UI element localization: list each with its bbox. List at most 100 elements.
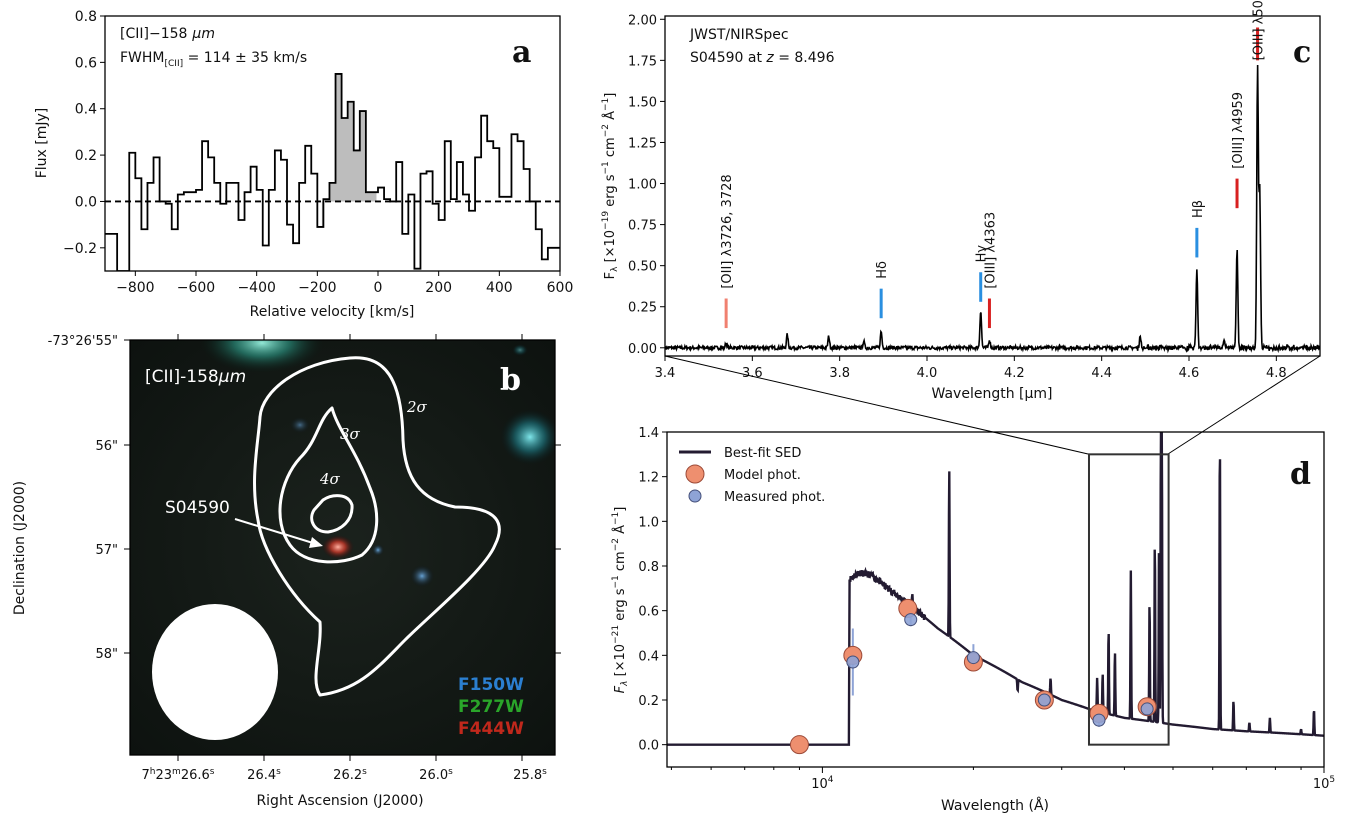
panel-c-frame: [664, 15, 1321, 357]
panel-c-xtick-label: 4.4: [1091, 366, 1112, 381]
panel-b-ytick-0: -73°26'55": [48, 334, 118, 349]
panel-b-xtick-0: 7h23m26.6s: [142, 767, 215, 783]
panel-b-contour-2sigma: [253, 356, 501, 697]
panel-c-ylabel: Fλ [×10−19 erg s−1 cm−2 Å−1]: [601, 93, 620, 280]
panel-a-ylabel: Flux [mJy]: [34, 108, 50, 179]
panel-c-xtick-label: 4.2: [1004, 366, 1025, 381]
panel-c-xtick-label: 3.4: [655, 366, 676, 381]
panel-c-ytick-label: 1.75: [628, 54, 657, 69]
panel-a-xtick-label: 0: [374, 280, 383, 296]
panel-label-a: a: [512, 35, 531, 70]
panel-d-measured-point: [846, 655, 860, 669]
panel-d-ytick-label: 1.4: [638, 426, 659, 441]
panel-c-spectrum: [OII] λ3726, 3728 Hδ Hγ[OIII] λ4363 Hβ [OIII…: [601, 0, 1321, 402]
panel-d-measured-point: [1140, 702, 1154, 716]
panel-a-annotation-line1: [CII]−158 μm: [120, 26, 215, 42]
panel-b-ylabel: Declination (J2000): [12, 481, 28, 615]
panel-c-line-label: Hβ: [1191, 200, 1206, 218]
panel-b-ytick-2: 57": [95, 543, 118, 558]
panel-b-faint-source-2: [372, 544, 384, 556]
panel-b-bright-source-top: [200, 340, 324, 373]
panel-b-contour-label-3sigma: 3σ: [340, 425, 361, 443]
legend-model-label: Model phot.: [724, 468, 801, 483]
panel-d-frame: [666, 431, 1325, 768]
zoom-connector-left: [664, 355, 1089, 455]
panel-a-xtick-label: −800: [116, 280, 154, 296]
panel-label-c: c: [1293, 35, 1311, 70]
panel-b-image: [CII]-158μm 2σ 3σ 4σ S04590 F150W F277W …: [12, 334, 561, 809]
panel-a-xlabel: Relative velocity [km/s]: [250, 304, 415, 320]
panel-d-ytick-label: 0.4: [638, 649, 659, 664]
panel-c-ytick-label: 0.25: [628, 301, 657, 316]
panel-a-xtick-label: 600: [547, 280, 574, 296]
panel-c-line-label: [OIII] λ5007: [1252, 0, 1267, 60]
panel-d-xlabel: Wavelength (Å): [941, 797, 1049, 814]
panel-d-ytick-label: 0.6: [638, 605, 659, 620]
legend-measured-label: Measured phot.: [724, 490, 825, 505]
panel-b-image-label: [CII]-158μm: [145, 367, 246, 387]
panel-c-ytick-label: 2.00: [628, 13, 657, 28]
panel-b-source-label: S04590: [165, 498, 230, 518]
panel-c-spectrum-line: [665, 65, 1320, 354]
panel-a-xtick-label: 400: [486, 280, 513, 296]
panel-c-xtick-label: 4.6: [1179, 366, 1200, 381]
legend-sed-label: Best-fit SED: [724, 446, 801, 461]
panel-c-annotation-line2: S04590 at z = 8.496: [690, 50, 835, 66]
legend-model-swatch: [685, 464, 705, 484]
panel-d-xtick-label: 105: [1313, 775, 1335, 792]
panel-b-frame: [129, 339, 556, 756]
panel-c-line-label: Hγ: [975, 245, 990, 263]
panel-a-xtick-label: −400: [237, 280, 275, 296]
panel-c-annotation-line1: JWST/NIRSpec: [689, 27, 789, 43]
panel-c-ytick-label: 0.00: [628, 342, 657, 357]
panel-c-ytick-label: 1.50: [628, 95, 657, 110]
panel-c-ytick-label: 1.00: [628, 178, 657, 193]
panel-c-ytick-label: 1.25: [628, 136, 657, 151]
panel-a-ytick-label: 0.2: [75, 148, 97, 164]
panel-b-filter-f150w: F150W: [458, 675, 524, 695]
panel-b-faint-source-1: [410, 565, 434, 587]
panel-c-xtick-label: 4.8: [1266, 366, 1287, 381]
panel-a-spectrum: −800 −600 −400 −200 0 200 400 600 −0.2 0.0 0.2 0.4 0…: [34, 9, 573, 320]
panel-b-beam: [152, 604, 278, 740]
panel-b-ytick-3: 58": [95, 647, 118, 662]
panel-c-line-label: [OIII] λ4363: [983, 212, 998, 289]
panel-d-measured-point: [1037, 693, 1051, 707]
panel-b-xtick-3: 26.0s: [419, 767, 453, 783]
panel-c-xtick-label: 4.0: [917, 366, 938, 381]
panel-b-ytick-1: 56": [95, 439, 118, 454]
panel-d-ylabel: Fλ [×10−21 erg s−1 cm−2 Å−1]: [611, 507, 630, 694]
panel-a-frame: [104, 15, 561, 272]
panel-c-xtick-label: 3.8: [829, 366, 850, 381]
panel-a-xtick-label: −600: [177, 280, 215, 296]
panel-a-xtick-label: −200: [298, 280, 336, 296]
panel-b-faint-source-3: [290, 417, 310, 433]
panel-d-zoom-box: [1087, 453, 1170, 746]
panel-b-xtick-4: 25.8s: [513, 767, 547, 783]
panel-b-bright-source-right: [500, 409, 555, 465]
panel-d-measured-point: [904, 613, 918, 627]
panel-c-line-label: Hδ: [875, 261, 890, 279]
panel-d-ytick-label: 0.2: [638, 694, 659, 709]
panel-b-filter-f444w: F444W: [458, 719, 524, 739]
panel-b-xtick-2: 26.2s: [333, 767, 367, 783]
panel-d-ytick-label: 0.0: [638, 739, 659, 754]
panel-a-shaded-region: [321, 73, 377, 227]
panel-label-b: b: [500, 363, 521, 398]
panel-d-measured-point: [966, 651, 980, 665]
panel-c-xtick-label: 3.6: [742, 366, 763, 381]
panel-a-ytick-label: 0.4: [75, 102, 97, 118]
panel-c-ytick-label: 0.50: [628, 260, 657, 275]
panel-b-xlabel: Right Ascension (J2000): [256, 793, 423, 809]
panel-a-ytick-label: 0.6: [75, 55, 97, 71]
panel-d-sed: 0.0 0.2 0.4 0.6 0.8 1.0 1.2 1.4 104 105 Wavelengt…: [611, 426, 1335, 814]
panel-b-filter-f277w: F277W: [458, 697, 524, 717]
panel-c-line-label: [OII] λ3726, 3728: [720, 174, 735, 288]
panel-b-contour-3sigma: [278, 406, 379, 564]
panel-a-step-line: [105, 73, 560, 271]
panel-d-measured-point: [1092, 713, 1106, 727]
panel-b-xtick-1: 26.4s: [247, 767, 281, 783]
panel-b-arrow-head: [309, 537, 323, 548]
panel-b-contour-4sigma: [310, 494, 354, 534]
